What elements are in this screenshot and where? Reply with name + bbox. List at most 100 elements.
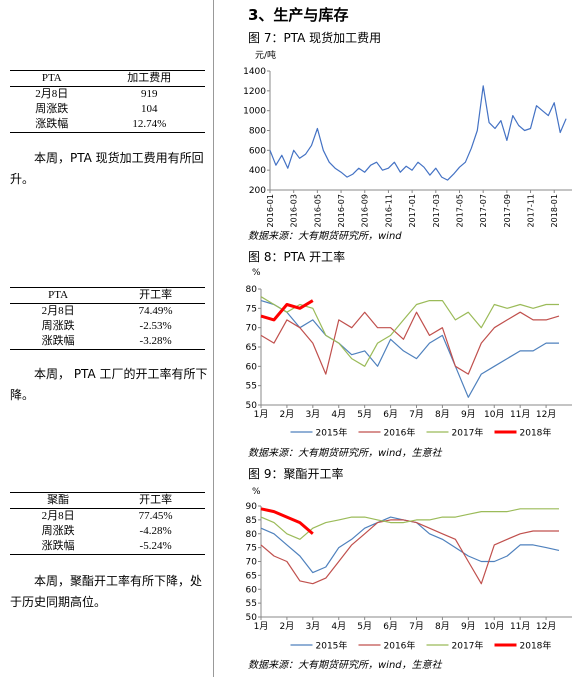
x-tick-label: 2016-03 [290,194,299,227]
x-tick-label: 5月 [357,409,372,420]
table-row: 2月8日 919 [10,87,205,103]
x-tick-label: 6月 [383,409,398,420]
table-cell: 2月8日 [35,88,69,100]
x-tick-label: 2016-01 [266,194,275,227]
y-tick-label: 55 [246,382,257,392]
x-tick-label: 3月 [305,409,320,420]
y-tick-label: 50 [246,401,258,411]
y-tick-label: 65 [246,571,257,581]
legend-label: 2015年 [316,640,348,652]
x-tick-label: 4月 [331,409,346,420]
y-tick-label: 60 [246,362,258,372]
y-tick-label: 85 [246,516,257,526]
y-tick-label: 400 [249,166,266,176]
table-cell: 2月8日 [41,510,75,522]
x-tick-label: 2017-09 [503,194,512,227]
table-cell: 104 [141,103,158,115]
x-tick-label: 10月 [484,409,504,420]
x-tick-label: 2月 [280,621,295,632]
y-tick-label: 70 [246,324,258,334]
x-tick-label: 12月 [536,409,556,420]
x-tick-label: 10月 [484,621,504,632]
table-row: 2月8日 77.45% [10,509,205,525]
source-note: 数据来源：大有期货研究所，wind [248,230,402,242]
table-cell: 74.49% [138,305,173,317]
legend-label: 2016年 [384,427,416,439]
x-tick-label: 2016-09 [361,194,370,227]
x-tick-label: 2018-01 [550,194,559,227]
data-line [260,299,314,322]
legend-label: 2017年 [452,427,484,439]
x-tick-label: 9月 [461,621,476,632]
x-tick-label: 1月 [254,621,269,632]
y-tick-label: 50 [246,613,258,623]
y-tick-label: 1200 [243,87,266,97]
table-cell: PTA [10,287,107,304]
legend-label: 2016年 [384,640,416,652]
source-note: 数据来源：大有期货研究所，wind，生意社 [248,659,443,671]
x-tick-label: 7月 [409,409,424,420]
x-tick-label: 2月 [280,409,295,420]
x-tick-label: 2016-11 [384,194,393,227]
table-cell: 周涨跌 [41,320,75,332]
chart-title: 图 9：聚酯开工率 [248,466,343,481]
x-tick-label: 8月 [435,409,450,420]
y-axis-unit: % [252,487,261,497]
y-tick-label: 1000 [243,107,266,117]
x-tick-label: 2017-05 [455,194,464,227]
table-cell: PTA [10,70,94,87]
data-line [260,296,559,367]
data-line [260,507,314,535]
data-line [260,508,559,540]
column-divider [213,0,214,677]
paragraph: 本周，聚酯开工率有所下降，处于历史同期高位。 [10,574,203,609]
table-row: 周涨跌 104 [10,102,205,117]
data-table: PTA 开工率 2月8日 74.49% 周涨跌 -2.53% 涨跌幅 -3.28% [10,287,205,350]
y-tick-label: 80 [246,285,258,295]
x-tick-label: 11月 [510,409,530,420]
table-cell: 加工费用 [93,70,205,87]
table-cell: 涨跌幅 [41,540,75,552]
x-tick-label: 12月 [536,621,556,632]
table-cell: 开工率 [106,287,205,304]
x-tick-label: 3月 [305,621,320,632]
table-cell: 聚酯 [10,492,107,509]
x-tick-label: 5月 [357,621,372,632]
x-tick-label: 1月 [254,409,269,420]
y-tick-label: 65 [246,343,257,353]
data-line [260,300,559,398]
source-note: 数据来源：大有期货研究所，wind，生意社 [248,447,443,459]
x-tick-label: 2017-07 [479,194,488,227]
table-cell: 2月8日 [41,305,75,317]
y-tick-label: 200 [249,186,266,196]
table-row: 涨跌幅 -5.24% [10,539,205,555]
table-row: 2月8日 74.49% [10,304,205,320]
paragraph: 本周， PTA 工厂的开工率有所下降。 [10,367,208,402]
table-cell: 12.74% [132,118,167,130]
table-row: PTA 开工率 [10,287,205,304]
table-row: 周涨跌 -4.28% [10,524,205,539]
data-table: PTA 加工费用 2月8日 919 周涨跌 104 涨跌幅 12.74% [10,70,205,133]
y-tick-label: 90 [246,502,258,512]
x-tick-label: 4月 [331,621,346,632]
x-tick-label: 6月 [383,621,398,632]
y-tick-label: 800 [249,127,266,137]
legend-label: 2018年 [520,640,552,652]
table-cell: -3.28% [139,335,172,347]
x-tick-label: 2017-01 [408,194,417,227]
table-row: 涨跌幅 12.74% [10,117,205,133]
table-cell: 周涨跌 [41,525,75,537]
table-cell: 涨跌幅 [35,118,69,130]
table-row: PTA 加工费用 [10,70,205,87]
table-cell: 周涨跌 [35,103,69,115]
y-axis-unit: 元/吨 [255,49,276,61]
data-line [260,516,560,574]
chart-title: 图 8：PTA 开工率 [248,249,345,264]
section-title: 3、生产与库存 [248,6,349,24]
table-row: 周涨跌 -2.53% [10,319,205,334]
legend-label: 2018年 [520,427,552,439]
table-cell: 77.45% [138,510,173,522]
y-tick-label: 80 [246,530,258,540]
